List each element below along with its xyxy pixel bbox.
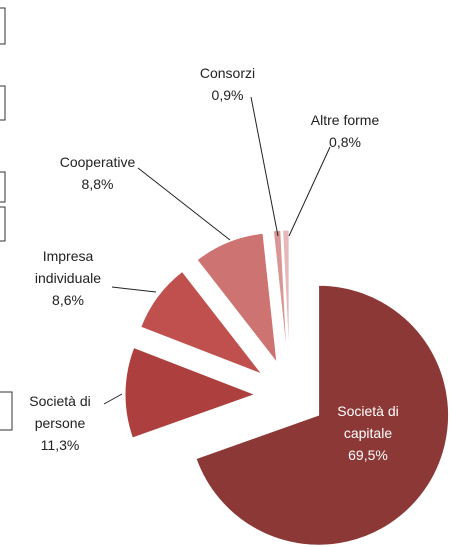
pie-slice	[124, 346, 257, 439]
slice-category: Cooperative	[59, 154, 136, 170]
cut-off-boxes	[0, 7, 13, 431]
slice-label: Cooperative 8,8%	[45, 151, 150, 195]
slice-value: 0,8%	[329, 134, 361, 150]
pie-slice	[140, 270, 264, 376]
pie-slice	[282, 229, 290, 361]
slice-value: 11,3%	[40, 437, 80, 453]
leader-line	[288, 146, 331, 237]
slice-label: Impresa individuale 8,6%	[20, 245, 116, 311]
frame	[0, 206, 6, 242]
frame	[0, 391, 13, 431]
slice-category: Impresa individuale	[34, 248, 102, 286]
slice-value: 0,9%	[211, 87, 244, 103]
leader-line	[111, 286, 157, 293]
slice-category: Altre forme	[310, 112, 380, 128]
slice-category: Consorzi	[199, 65, 256, 81]
frame	[0, 85, 6, 121]
leader-line	[137, 167, 231, 241]
slice-value: 69,5%	[348, 447, 388, 463]
slice-value: 8,8%	[81, 176, 114, 192]
leader-line	[250, 96, 279, 237]
slice-value: 8,6%	[52, 292, 84, 308]
slice-label: Società di capitale 69,5%	[318, 400, 418, 466]
slice-label: Altre forme 0,8%	[290, 109, 400, 153]
slice-label: Società di persone 11,3%	[12, 390, 108, 456]
slice-label: Consorzi 0,9%	[180, 62, 275, 106]
slice-category: Società di persone	[29, 393, 91, 431]
pie-slice	[196, 232, 278, 365]
frame	[0, 7, 6, 45]
slice-category: Società di capitale	[337, 403, 399, 441]
leader-line	[103, 393, 123, 405]
pie-slice	[195, 284, 450, 546]
frame	[0, 171, 6, 203]
